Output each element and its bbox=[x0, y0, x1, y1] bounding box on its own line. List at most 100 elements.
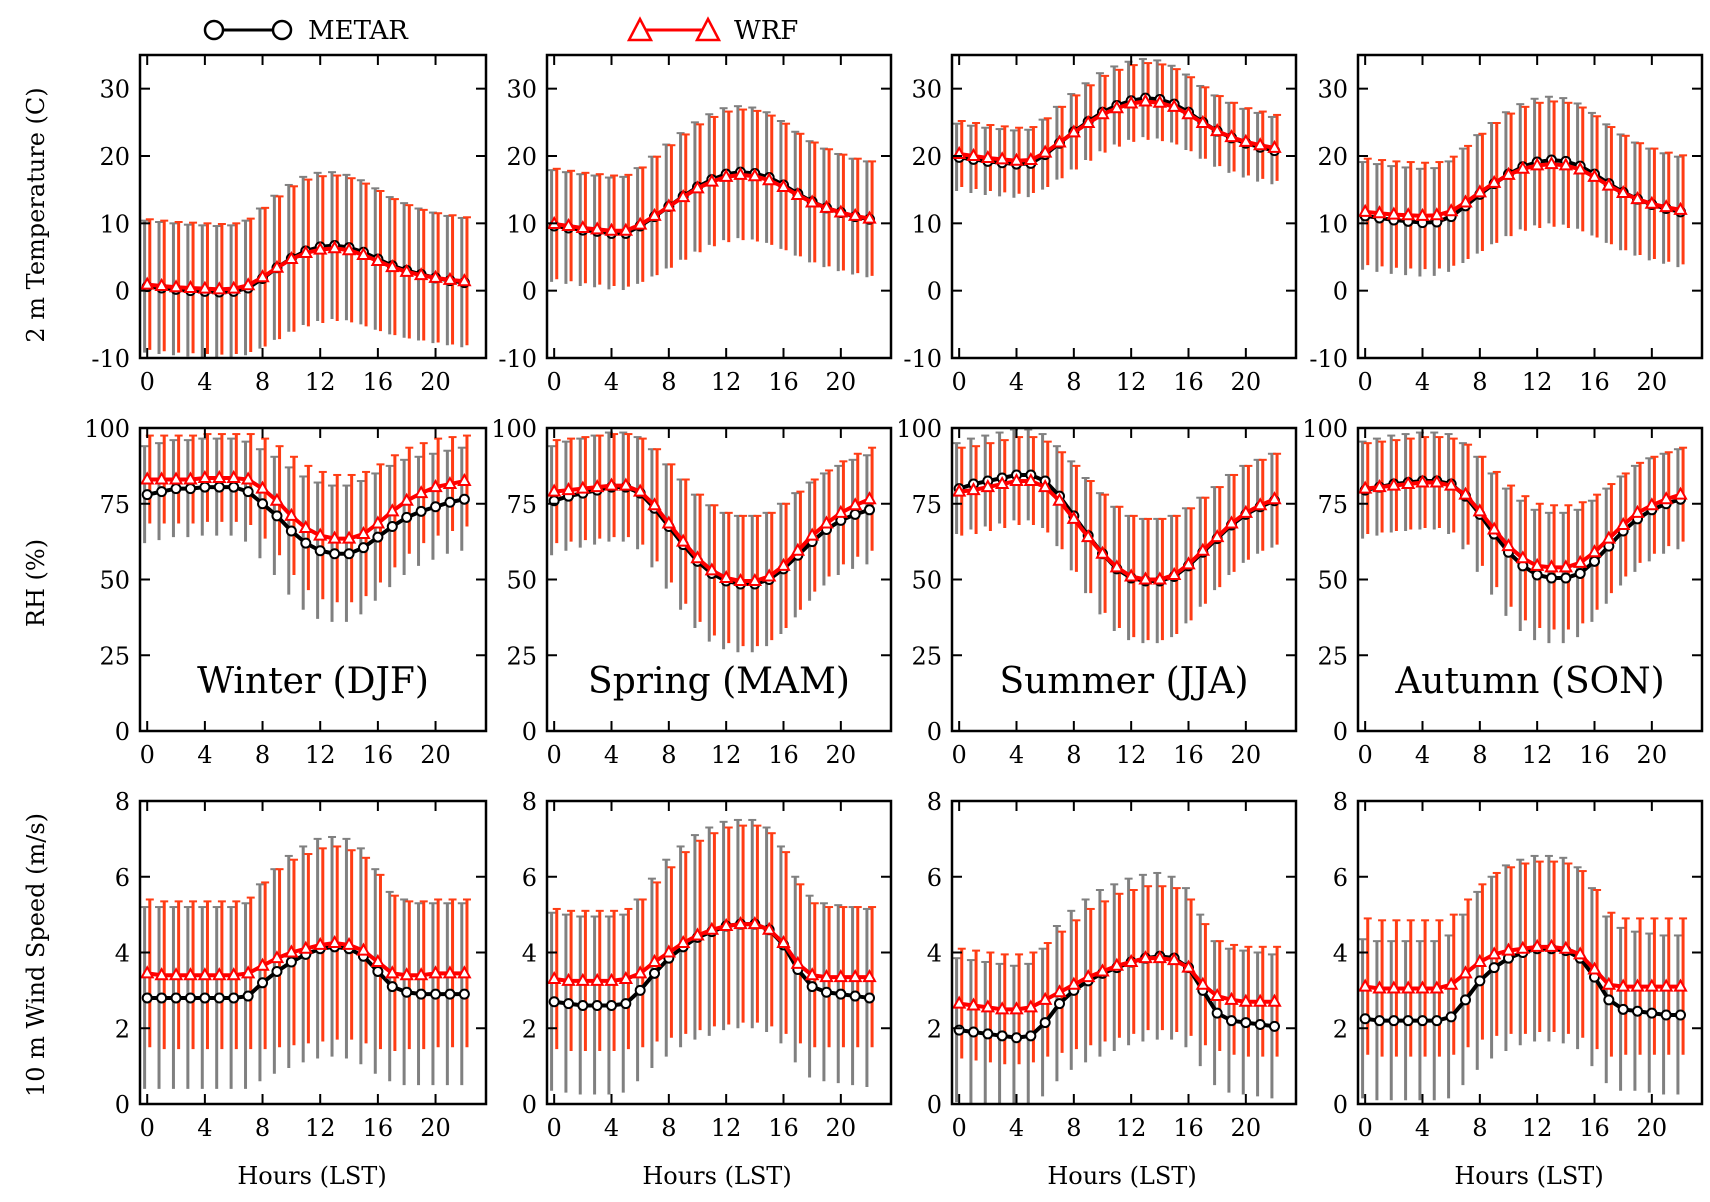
wrf-point bbox=[1630, 504, 1645, 518]
wrf-point bbox=[632, 216, 648, 230]
metar-point bbox=[430, 988, 442, 1000]
wrf-point bbox=[704, 562, 720, 576]
x-tick-label: 20 bbox=[1637, 368, 1668, 396]
metar-point bbox=[835, 988, 847, 1000]
y-tick-label: 4 bbox=[115, 940, 130, 968]
wrf-point bbox=[704, 921, 720, 935]
metar-point bbox=[242, 990, 254, 1002]
wrf-point bbox=[994, 151, 1010, 165]
wrf-point bbox=[212, 469, 227, 483]
metar-point bbox=[968, 1026, 979, 1038]
y-tick-label: 4 bbox=[1333, 940, 1348, 968]
y-tick-label: 20 bbox=[99, 143, 130, 171]
y-tick-label: 10 bbox=[1317, 210, 1348, 238]
x-tick-label: 16 bbox=[363, 368, 394, 396]
wrf-point bbox=[1415, 474, 1430, 488]
wrf-point bbox=[1372, 980, 1387, 994]
wrf-point bbox=[1238, 504, 1254, 518]
wrf-point bbox=[1238, 993, 1254, 1007]
y-tick-label: 0 bbox=[115, 1091, 130, 1119]
wrf-point bbox=[313, 241, 328, 255]
metar-point bbox=[1560, 572, 1572, 584]
metar-point bbox=[1431, 1015, 1443, 1027]
metar-point bbox=[1617, 1003, 1629, 1015]
x-tick-label: 4 bbox=[197, 1114, 212, 1142]
x-tick-label: 8 bbox=[1472, 368, 1487, 396]
metar-point bbox=[300, 537, 312, 549]
wrf-point bbox=[1123, 953, 1139, 967]
y-tick-label: 75 bbox=[506, 491, 537, 519]
wrf-point bbox=[428, 269, 443, 283]
x-tick-label: 8 bbox=[1472, 741, 1487, 769]
y-tick-label: 30 bbox=[99, 76, 130, 104]
wrf-point bbox=[1501, 166, 1516, 180]
wrf-point bbox=[966, 997, 981, 1011]
metar-point bbox=[548, 996, 560, 1008]
wrf-point bbox=[168, 471, 184, 485]
x-tick-label: 0 bbox=[547, 1114, 562, 1142]
metar-point bbox=[649, 967, 660, 979]
wrf-point bbox=[1443, 976, 1459, 990]
wrf-point bbox=[1601, 976, 1617, 990]
x-tick-label: 4 bbox=[197, 741, 212, 769]
y-tick-label: 6 bbox=[1333, 864, 1348, 892]
metar-point bbox=[1474, 975, 1486, 987]
wrf-point bbox=[1572, 554, 1588, 568]
legend-wrf-label: WRF bbox=[734, 16, 798, 46]
metar-point bbox=[372, 965, 384, 977]
wrf-point bbox=[183, 279, 198, 293]
metar-point bbox=[1011, 1032, 1022, 1044]
x-tick-label: 20 bbox=[420, 741, 451, 769]
wrf-point bbox=[154, 277, 169, 291]
wrf-point bbox=[457, 273, 472, 287]
wrf-point bbox=[561, 482, 576, 496]
wrf-point bbox=[240, 965, 256, 979]
x-tick-label: 20 bbox=[420, 1114, 451, 1142]
metar-point bbox=[458, 493, 470, 505]
wrf-point bbox=[413, 485, 429, 499]
panel-rh-summer: 0 25 50 75 100 0 4 8 12 16 20 Summer (JJA) bbox=[896, 415, 1298, 769]
wrf-point bbox=[1558, 559, 1574, 573]
wrf-point bbox=[833, 204, 849, 218]
xlabel-col-3: Hours (LST) bbox=[1047, 1162, 1196, 1190]
wrf-point bbox=[632, 483, 648, 497]
wrf-point bbox=[1673, 486, 1688, 500]
wrf-point bbox=[804, 194, 820, 208]
wrf-point bbox=[1209, 529, 1225, 543]
wrf-point bbox=[1138, 950, 1153, 964]
wrf-point bbox=[1066, 510, 1082, 524]
wrf-point bbox=[1195, 542, 1211, 556]
wrf-point bbox=[1486, 174, 1502, 188]
wrf-point bbox=[761, 921, 777, 935]
wrf-point bbox=[690, 180, 705, 194]
wrf-point bbox=[1224, 129, 1239, 143]
wrf-point bbox=[833, 969, 849, 983]
metar-point bbox=[271, 510, 283, 522]
y-tick-label: 8 bbox=[927, 788, 942, 816]
metar-point bbox=[591, 1000, 603, 1012]
y-tick-label: 0 bbox=[522, 1091, 537, 1119]
wrf-point bbox=[618, 477, 634, 491]
wrf-point bbox=[790, 186, 806, 201]
wrf-point bbox=[442, 271, 458, 285]
wrf-point bbox=[154, 967, 169, 981]
wrf-point bbox=[1429, 980, 1445, 994]
wrf-point bbox=[356, 525, 371, 540]
x-tick-label: 4 bbox=[604, 741, 619, 769]
wrf-point bbox=[1209, 123, 1225, 137]
wrf-point bbox=[790, 955, 806, 969]
x-tick-label: 0 bbox=[547, 741, 562, 769]
y-tick-label: -10 bbox=[1309, 345, 1348, 373]
wrf-point bbox=[966, 147, 981, 161]
metar-point bbox=[401, 986, 413, 998]
wrf-point bbox=[1400, 980, 1416, 994]
wrf-point bbox=[1501, 538, 1516, 552]
y-tick-label: 100 bbox=[491, 415, 537, 443]
panel-wind-autumn-data bbox=[1358, 854, 1688, 1101]
wrf-point bbox=[994, 475, 1010, 490]
metar-point bbox=[953, 1024, 965, 1036]
wrf-point bbox=[980, 479, 996, 493]
legend-metar-marker bbox=[203, 19, 293, 41]
wrf-point bbox=[575, 219, 591, 234]
